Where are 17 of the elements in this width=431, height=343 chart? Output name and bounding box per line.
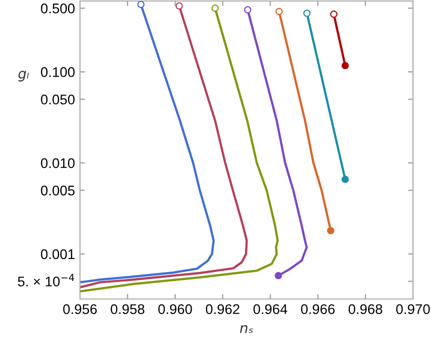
y-axis-title: gₗ	[18, 70, 29, 82]
y-tick-label: 5. × 10$^{−4}$	[18, 274, 74, 286]
x-tick-label: 0.956	[63, 304, 97, 314]
y-tick-label: 0.005	[40, 186, 75, 196]
x-tick-label: 0.962	[206, 304, 240, 314]
x-tick-label: 0.968	[348, 304, 382, 314]
x-tick-label: 0.970	[396, 304, 430, 314]
x-tick-label: 0.964	[253, 304, 288, 314]
x-tick-label: 0.960	[158, 304, 192, 314]
y-tick-label: 0.050	[40, 94, 75, 104]
y-tick-label: 0.500	[40, 4, 75, 14]
x-tick-label: 0.966	[301, 304, 335, 314]
y-tick-label: 0.100	[40, 67, 75, 78]
x-tick-label: 0.958	[110, 304, 144, 314]
y-tick-label: 0.010	[40, 158, 75, 168]
y-tick-label: 0.001	[40, 249, 74, 260]
x-axis-title: nₛ	[240, 325, 253, 333]
